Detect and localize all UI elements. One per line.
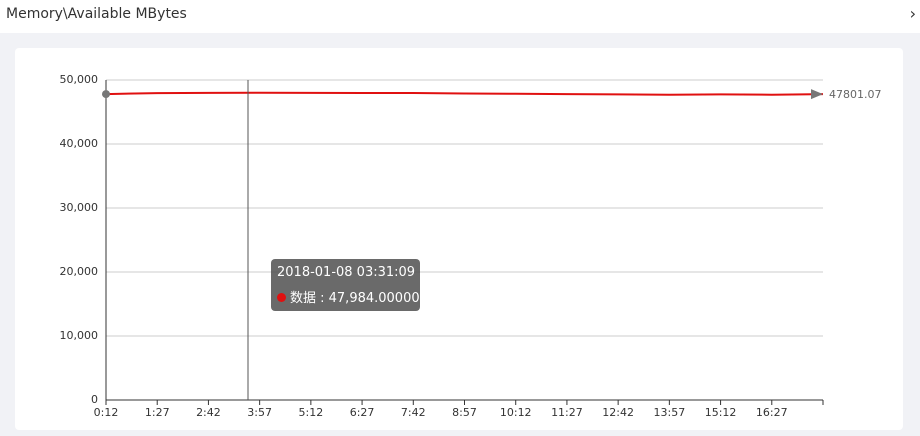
start-dot [102, 90, 110, 99]
close-button[interactable]: › [909, 4, 916, 23]
y-tick-label: 50,000 [60, 73, 99, 86]
x-tick-label: 6:27 [350, 406, 375, 419]
x-tick-label: 5:12 [299, 406, 324, 419]
x-tick-label: 1:27 [145, 406, 170, 419]
end-arrow [811, 89, 823, 100]
tooltip-text: 数据 : 47,984.00000 [290, 291, 420, 306]
tooltip: 2018-01-08 03:31:09 数据 : 47,984.00000 [271, 259, 420, 311]
y-tick-label: 20,000 [60, 265, 99, 278]
chart-card [15, 48, 903, 430]
x-tick-label: 10:12 [500, 406, 532, 419]
tooltip-row: 数据 : 47,984.00000 [277, 287, 420, 306]
x-tick-label: 12:42 [602, 406, 634, 419]
data-line [105, 91, 824, 96]
x-tick-label: 0:12 [94, 406, 119, 419]
x-tick-label: 16:27 [756, 406, 788, 419]
x-tick-label: 13:57 [654, 406, 686, 419]
y-tick-label: 40,000 [60, 137, 99, 150]
y-tick-label: 0 [91, 393, 98, 406]
end-label: 47801.07 [829, 88, 882, 101]
x-tick-label: 8:57 [452, 406, 477, 419]
panel-title: Memory\Available MBytes [6, 6, 187, 22]
x-tick-label: 2:42 [196, 406, 221, 419]
header: Memory\Available MBytes › [0, 0, 920, 33]
x-tick-label: 15:12 [705, 406, 737, 419]
tooltip-title: 2018-01-08 03:31:09 [277, 265, 416, 280]
y-tick-label: 10,000 [60, 329, 99, 342]
x-tick-label: 11:27 [551, 406, 583, 419]
x-tick-label: 3:57 [247, 406, 272, 419]
x-tick-label: 7:42 [401, 406, 426, 419]
y-tick-label: 30,000 [60, 201, 99, 214]
